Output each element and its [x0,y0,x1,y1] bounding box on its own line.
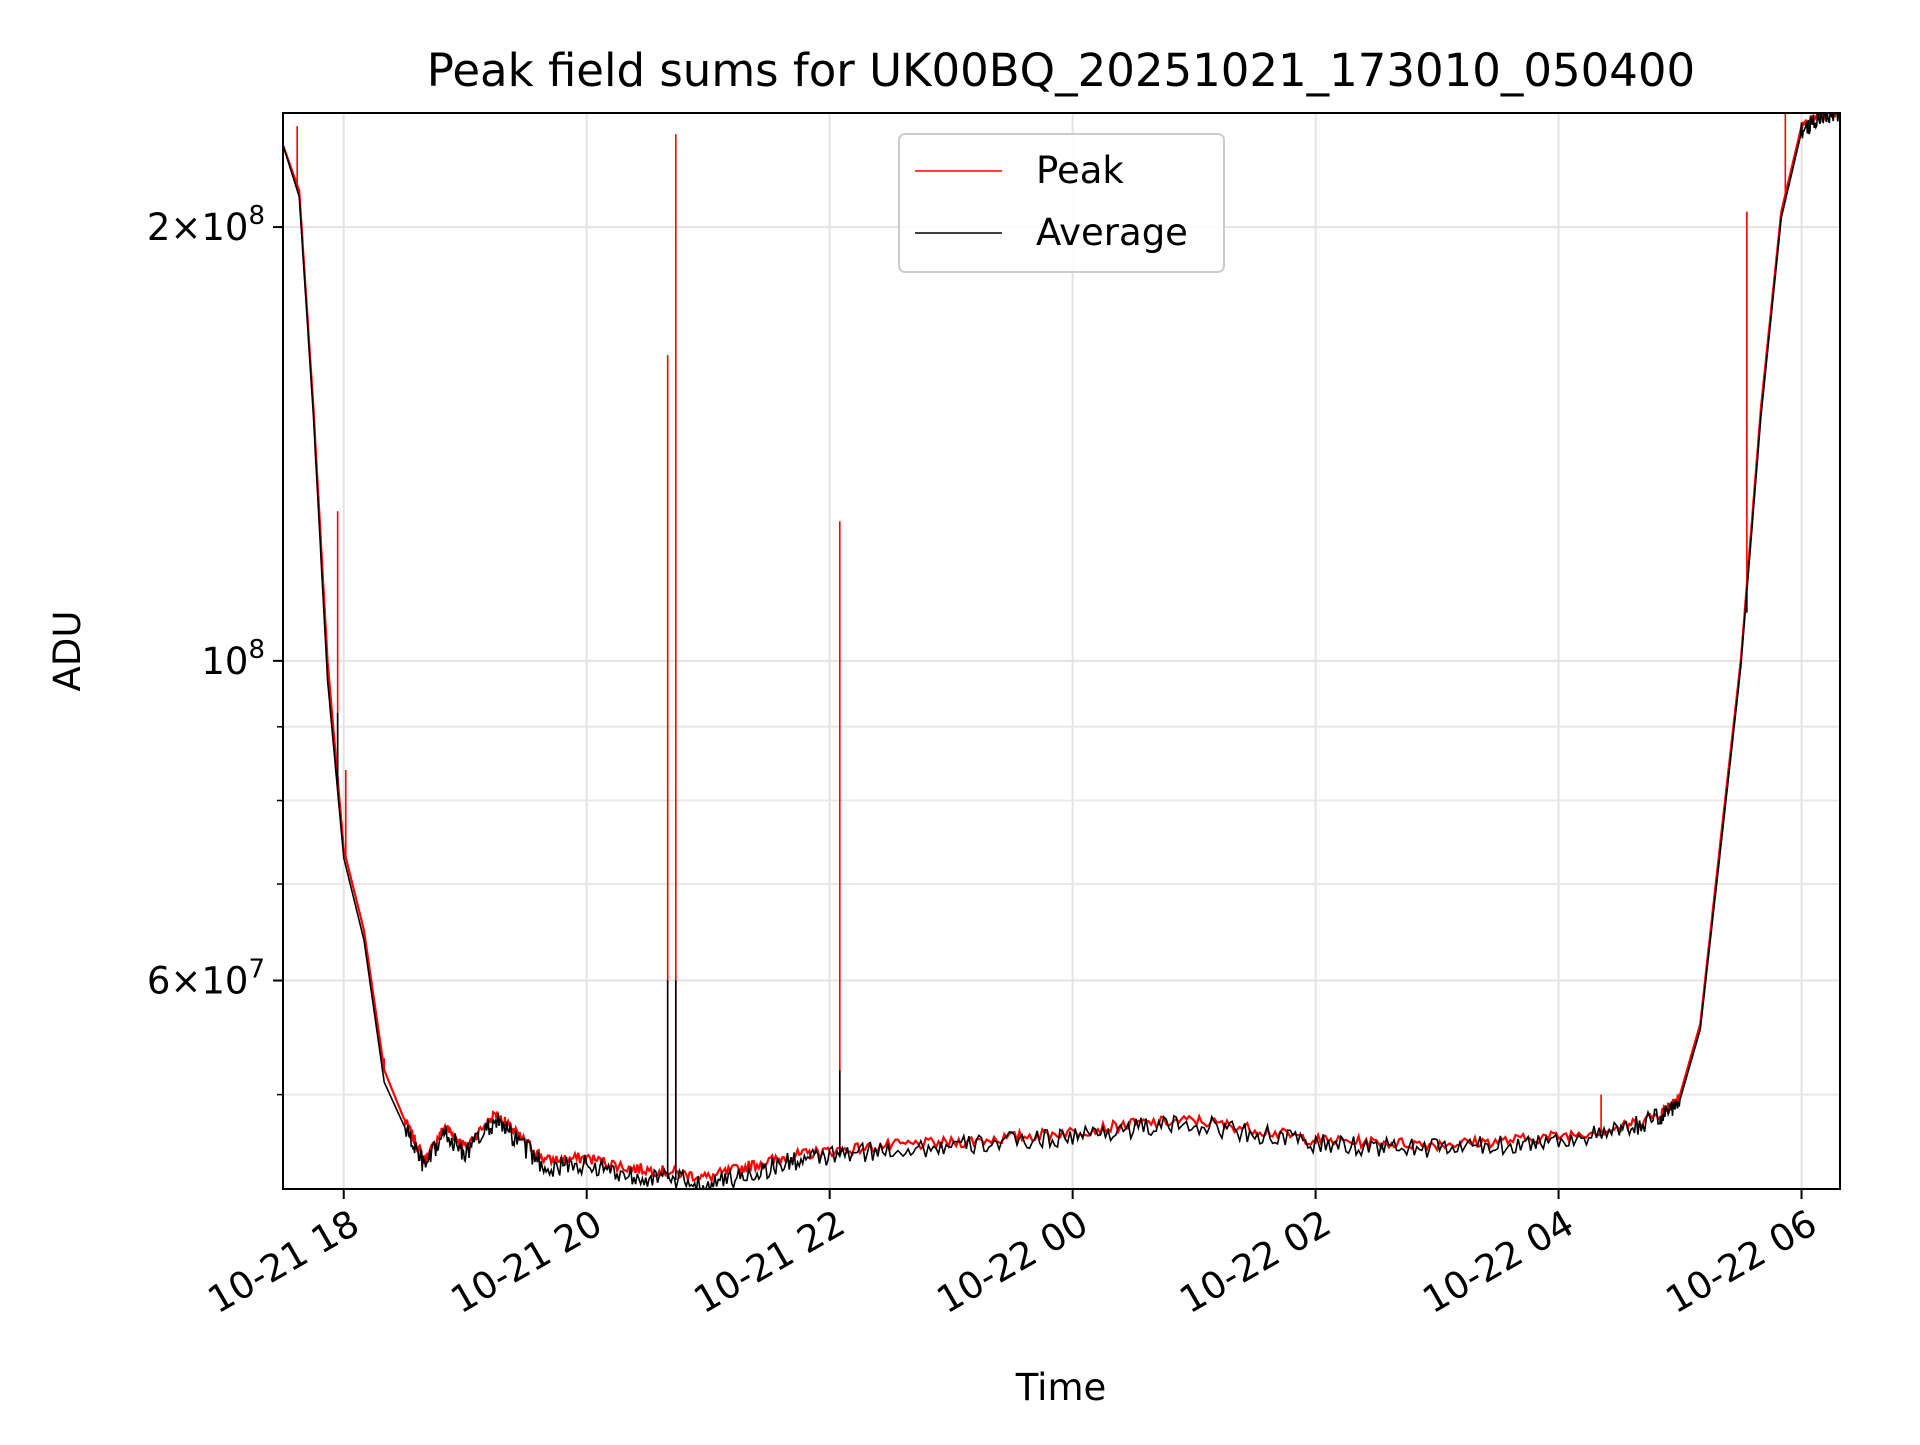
y-axis-label: ADU [46,611,89,692]
y-tick-exponent: 8 [248,635,265,665]
x-axis-label: Time [1015,1366,1107,1409]
legend-label-average: Average [1036,211,1188,254]
y-tick-exponent: 8 [248,201,265,231]
y-tick-base: 6×10 [147,960,249,1003]
y-tick-label: 108 [201,635,265,683]
y-tick-base: 10 [201,640,248,683]
y-tick-base: 2×10 [147,206,249,249]
series-line-peak [283,113,1840,1185]
legend-label-peak: Peak [1036,149,1124,192]
legend-box [898,133,1225,273]
y-tick-label: 2×108 [147,201,265,249]
plot-frame [282,112,1841,1190]
plot-area [283,113,1840,1189]
y-tick-label: 6×107 [147,955,265,1003]
chart-title: Peak field sums for UK00BQ_20251021_1730… [427,44,1695,97]
grid [283,113,1840,1189]
series-line-average [283,113,1840,1189]
y-tick-exponent: 7 [248,955,265,985]
legend: Peak Average [898,133,1225,273]
